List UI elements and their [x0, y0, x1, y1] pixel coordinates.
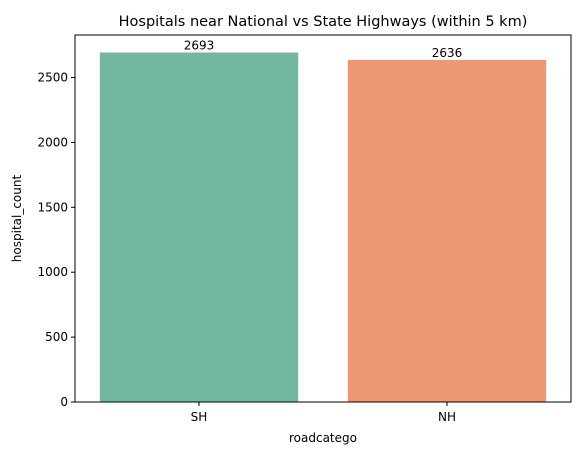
y-axis-label: hospital_count: [10, 175, 24, 263]
y-tick-label-0: 0: [60, 395, 68, 409]
y-tick-label-2000: 2000: [37, 135, 68, 149]
y-tick-label-2500: 2500: [37, 71, 68, 85]
bars-group: [99, 52, 547, 402]
data-label-nh: 2636: [432, 46, 463, 60]
y-tick-label-1500: 1500: [37, 200, 68, 214]
plot-area: 2693 2636: [74, 34, 572, 403]
x-axis-label: roadcatego: [289, 431, 357, 445]
plot-frame: [74, 34, 572, 403]
bar-sh: [99, 52, 299, 402]
x-tick-label-nh: NH: [438, 410, 456, 424]
x-axis: SH NH: [191, 402, 456, 424]
data-labels-group: 2693 2636: [184, 38, 463, 59]
chart-title: Hospitals near National vs State Highway…: [119, 14, 528, 30]
y-tick-label-1000: 1000: [37, 265, 68, 279]
y-tick-label-500: 500: [45, 330, 68, 344]
bar-nh: [347, 59, 547, 402]
data-label-sh: 2693: [184, 38, 215, 52]
x-tick-label-sh: SH: [191, 410, 208, 424]
y-axis: 0 500 1000 1500 2000 2500: [37, 71, 75, 409]
